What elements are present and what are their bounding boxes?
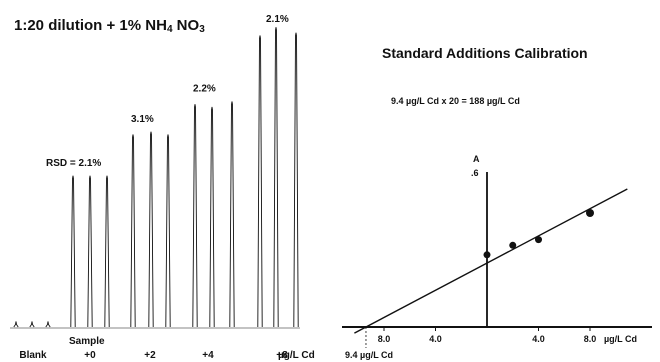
data-point-3 (535, 236, 542, 244)
peak-groups (13, 27, 299, 328)
rsd-labels: RSD = 2.1% 3.1% 2.2% 2.1% (46, 14, 289, 169)
category-label-1: Blank (19, 350, 47, 361)
rsd-label-plus2: 3.1% (131, 114, 154, 125)
category-labels: Blank +0 +2 +4 +8 (19, 350, 288, 361)
peak-plus8-1 (257, 35, 263, 328)
x-tick-labels: 8.0 4.0 4.0 8.0 (378, 327, 597, 344)
y-axis-label: A (473, 154, 480, 164)
y-tick-label: .6 (471, 168, 479, 178)
peak-Blank-1 (13, 321, 19, 328)
right-panel: Standard Additions Calibration 9.4 µg/L … (342, 45, 652, 360)
right-chart-title: Standard Additions Calibration (382, 45, 588, 61)
category-label-4: +4 (202, 350, 214, 361)
x-tick-label-2: 4.0 (429, 334, 442, 344)
right-x-unit: µg/L Cd (604, 334, 637, 344)
data-points (483, 209, 594, 259)
peak-plus2-2 (148, 131, 154, 328)
peak-plus0-2 (87, 175, 93, 328)
rsd-label-plus4: 2.2% (193, 84, 216, 95)
data-point-2 (509, 241, 517, 249)
peak-plus8-3 (293, 32, 299, 328)
peak-plus0-1 (70, 175, 76, 328)
sample-label: Sample (69, 336, 105, 347)
peak-plus8-2 (273, 27, 279, 328)
rsd-label-plus0: RSD = 2.1% (46, 158, 101, 169)
peak-plus4-2 (209, 106, 215, 328)
fit-line (354, 188, 628, 334)
x-tick-label-3: 4.0 (532, 334, 545, 344)
peak-Blank-3 (45, 321, 51, 328)
x-tick-label-1: 8.0 (378, 334, 391, 344)
peak-plus4-1 (192, 104, 198, 328)
left-chart-title: 1:20 dilution + 1% NH4 NO3 (14, 17, 205, 35)
dilution-annotation: 9.4 µg/L Cd x 20 = 188 µg/L Cd (391, 96, 520, 106)
left-panel: 1:20 dilution + 1% NH4 NO3 RSD = 2.1% 3.1… (10, 14, 315, 361)
x-tick-label-4: 8.0 (584, 334, 597, 344)
peak-plus4-3 (229, 101, 235, 328)
rsd-label-plus8: 2.1% (266, 14, 289, 25)
category-label-3: +2 (144, 350, 156, 361)
peak-Blank-2 (29, 321, 35, 328)
data-point-4 (586, 209, 594, 217)
left-x-unit: µg/L Cd (278, 350, 315, 361)
peak-plus2-3 (165, 134, 171, 328)
intercept-label: 9.4 µg/L Cd (345, 350, 393, 360)
data-point-1 (483, 251, 491, 259)
category-label-5: +8 (276, 350, 288, 361)
category-label-2: +0 (84, 350, 96, 361)
peak-plus0-3 (104, 175, 110, 328)
peak-plus2-1 (130, 134, 136, 328)
